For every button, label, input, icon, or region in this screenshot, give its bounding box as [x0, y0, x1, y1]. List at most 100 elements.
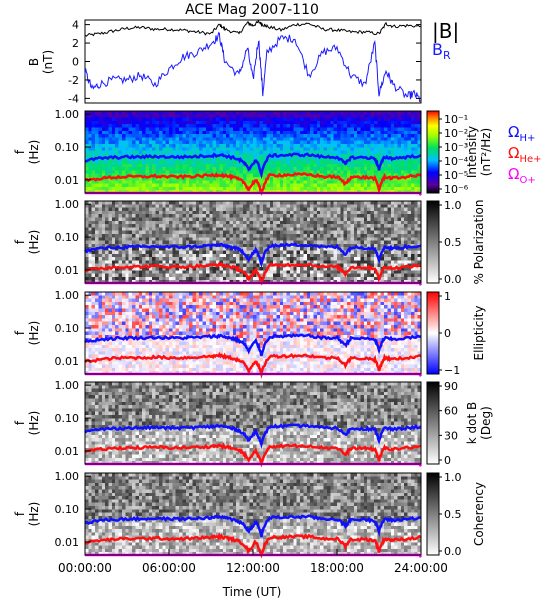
spectrogram-cell — [219, 250, 224, 255]
spectrogram-cell — [300, 114, 304, 118]
spectrogram-cell — [410, 183, 415, 188]
spectrogram-cell — [91, 163, 96, 168]
spectrogram-cell — [189, 124, 193, 128]
spectrogram-cell — [296, 247, 301, 251]
spectrogram-cell — [337, 227, 341, 232]
spectrogram-cell — [128, 273, 133, 278]
spectrogram-cell — [222, 240, 227, 245]
spectrogram-cell — [367, 140, 371, 145]
spectrogram-cell — [229, 140, 234, 145]
spectrogram-cell — [101, 134, 106, 138]
spectrogram-cell — [347, 183, 351, 188]
spectrogram-cell — [148, 117, 153, 122]
spectrogram-cell — [108, 201, 113, 205]
spectrogram-cell — [394, 227, 398, 232]
spectrogram-cell — [202, 150, 207, 155]
spectrogram-cell — [189, 167, 193, 171]
spectrogram-cell — [121, 240, 126, 245]
spectrogram-cell — [394, 153, 398, 158]
spectrogram-cell — [239, 183, 244, 188]
spectrogram-cell — [142, 247, 146, 251]
spectrogram-cell — [111, 237, 116, 241]
spectrogram-cell — [165, 220, 170, 225]
spectrogram-cell — [353, 227, 358, 232]
spectrogram-cell — [333, 124, 338, 128]
spectrogram-cell — [353, 124, 358, 128]
spectrogram-cell — [367, 167, 371, 171]
spectrogram-cell — [158, 201, 163, 205]
spectrogram-cell — [169, 224, 173, 228]
spectrogram-cell — [347, 127, 351, 132]
spectrogram-cell — [118, 204, 123, 208]
spectrogram-cell — [195, 260, 200, 265]
spectrogram-cell — [350, 263, 355, 268]
spectrogram-cell — [216, 170, 220, 175]
spectrogram-cell — [310, 111, 314, 115]
spectrogram-cell — [111, 214, 116, 218]
spectrogram-cell — [182, 160, 187, 165]
spectrogram-cell — [384, 111, 388, 115]
spectrogram-cell — [138, 117, 143, 122]
spectrogram-cell — [400, 153, 405, 158]
spectrogram-cell — [397, 263, 402, 268]
spectrogram-cell — [397, 234, 402, 238]
spectrogram-cell — [313, 247, 318, 251]
spectrogram-cell — [192, 247, 197, 251]
spectrogram-cell — [202, 114, 207, 118]
spectrogram-cell — [279, 237, 284, 241]
spectrogram-cell — [404, 207, 408, 212]
spectrogram-cell — [340, 234, 345, 238]
spectrogram-cell — [259, 207, 264, 212]
spectrogram-cell — [205, 111, 210, 115]
spectrogram-cell — [165, 163, 170, 168]
spectrogram-cell — [111, 207, 116, 212]
spectrogram-cell — [209, 111, 214, 115]
spectrogram-cell — [259, 127, 264, 132]
spectrogram-cell — [357, 153, 361, 158]
spectrogram-cell — [360, 204, 365, 208]
spectrogram-cell — [333, 214, 338, 218]
spectrogram-cell — [108, 270, 113, 274]
spectrogram-cell — [128, 267, 133, 271]
spectrogram-cell — [407, 183, 412, 188]
spectrogram-cell — [179, 186, 183, 191]
spectrogram-cell — [189, 180, 193, 184]
spectrogram-cell — [155, 111, 160, 115]
spectrogram-cell — [313, 160, 318, 165]
spectrogram-cell — [303, 227, 308, 232]
spectrogram-cell — [259, 220, 264, 225]
spectrogram-cell — [330, 253, 335, 258]
field-ytick-label: -2 — [68, 74, 79, 87]
spectrogram-cell — [205, 220, 210, 225]
spectrogram-cell — [229, 220, 234, 225]
spectrogram-cell — [326, 144, 331, 148]
spectrogram-cell — [111, 134, 116, 138]
spectrogram-cell — [394, 207, 398, 212]
spectrogram-cell — [310, 253, 314, 258]
spectrogram-cell — [293, 180, 298, 184]
spectrogram-cell — [269, 177, 274, 181]
spectrogram-cell — [121, 276, 126, 281]
spectrogram-cell — [333, 267, 338, 271]
colorbar-tick-label: 10⁻³ — [444, 141, 468, 154]
spectrogram-cell — [162, 237, 167, 241]
spectrogram-cell — [132, 111, 136, 115]
spectrogram-cell — [85, 210, 89, 215]
spectrogram-cell — [276, 270, 281, 274]
spectrogram-cell — [108, 120, 113, 125]
spectrogram-cell — [118, 147, 123, 151]
spectrogram-cell — [152, 214, 156, 218]
spectrogram-cell — [175, 210, 180, 215]
spectrogram-cell — [259, 150, 264, 155]
spectrogram-cell — [320, 160, 324, 165]
spectrogram-cell — [85, 183, 89, 188]
spectrogram-cell — [219, 167, 224, 171]
field-ytick-label: 2 — [72, 37, 79, 50]
spectrogram-cell — [132, 276, 136, 281]
spectrogram-cell — [148, 186, 153, 191]
spectrogram-cell — [199, 220, 203, 225]
spectrogram-cell — [326, 270, 331, 274]
spectrogram-cell — [293, 137, 298, 142]
spectrogram-cell — [384, 224, 388, 228]
spectrogram-cell — [316, 237, 321, 241]
